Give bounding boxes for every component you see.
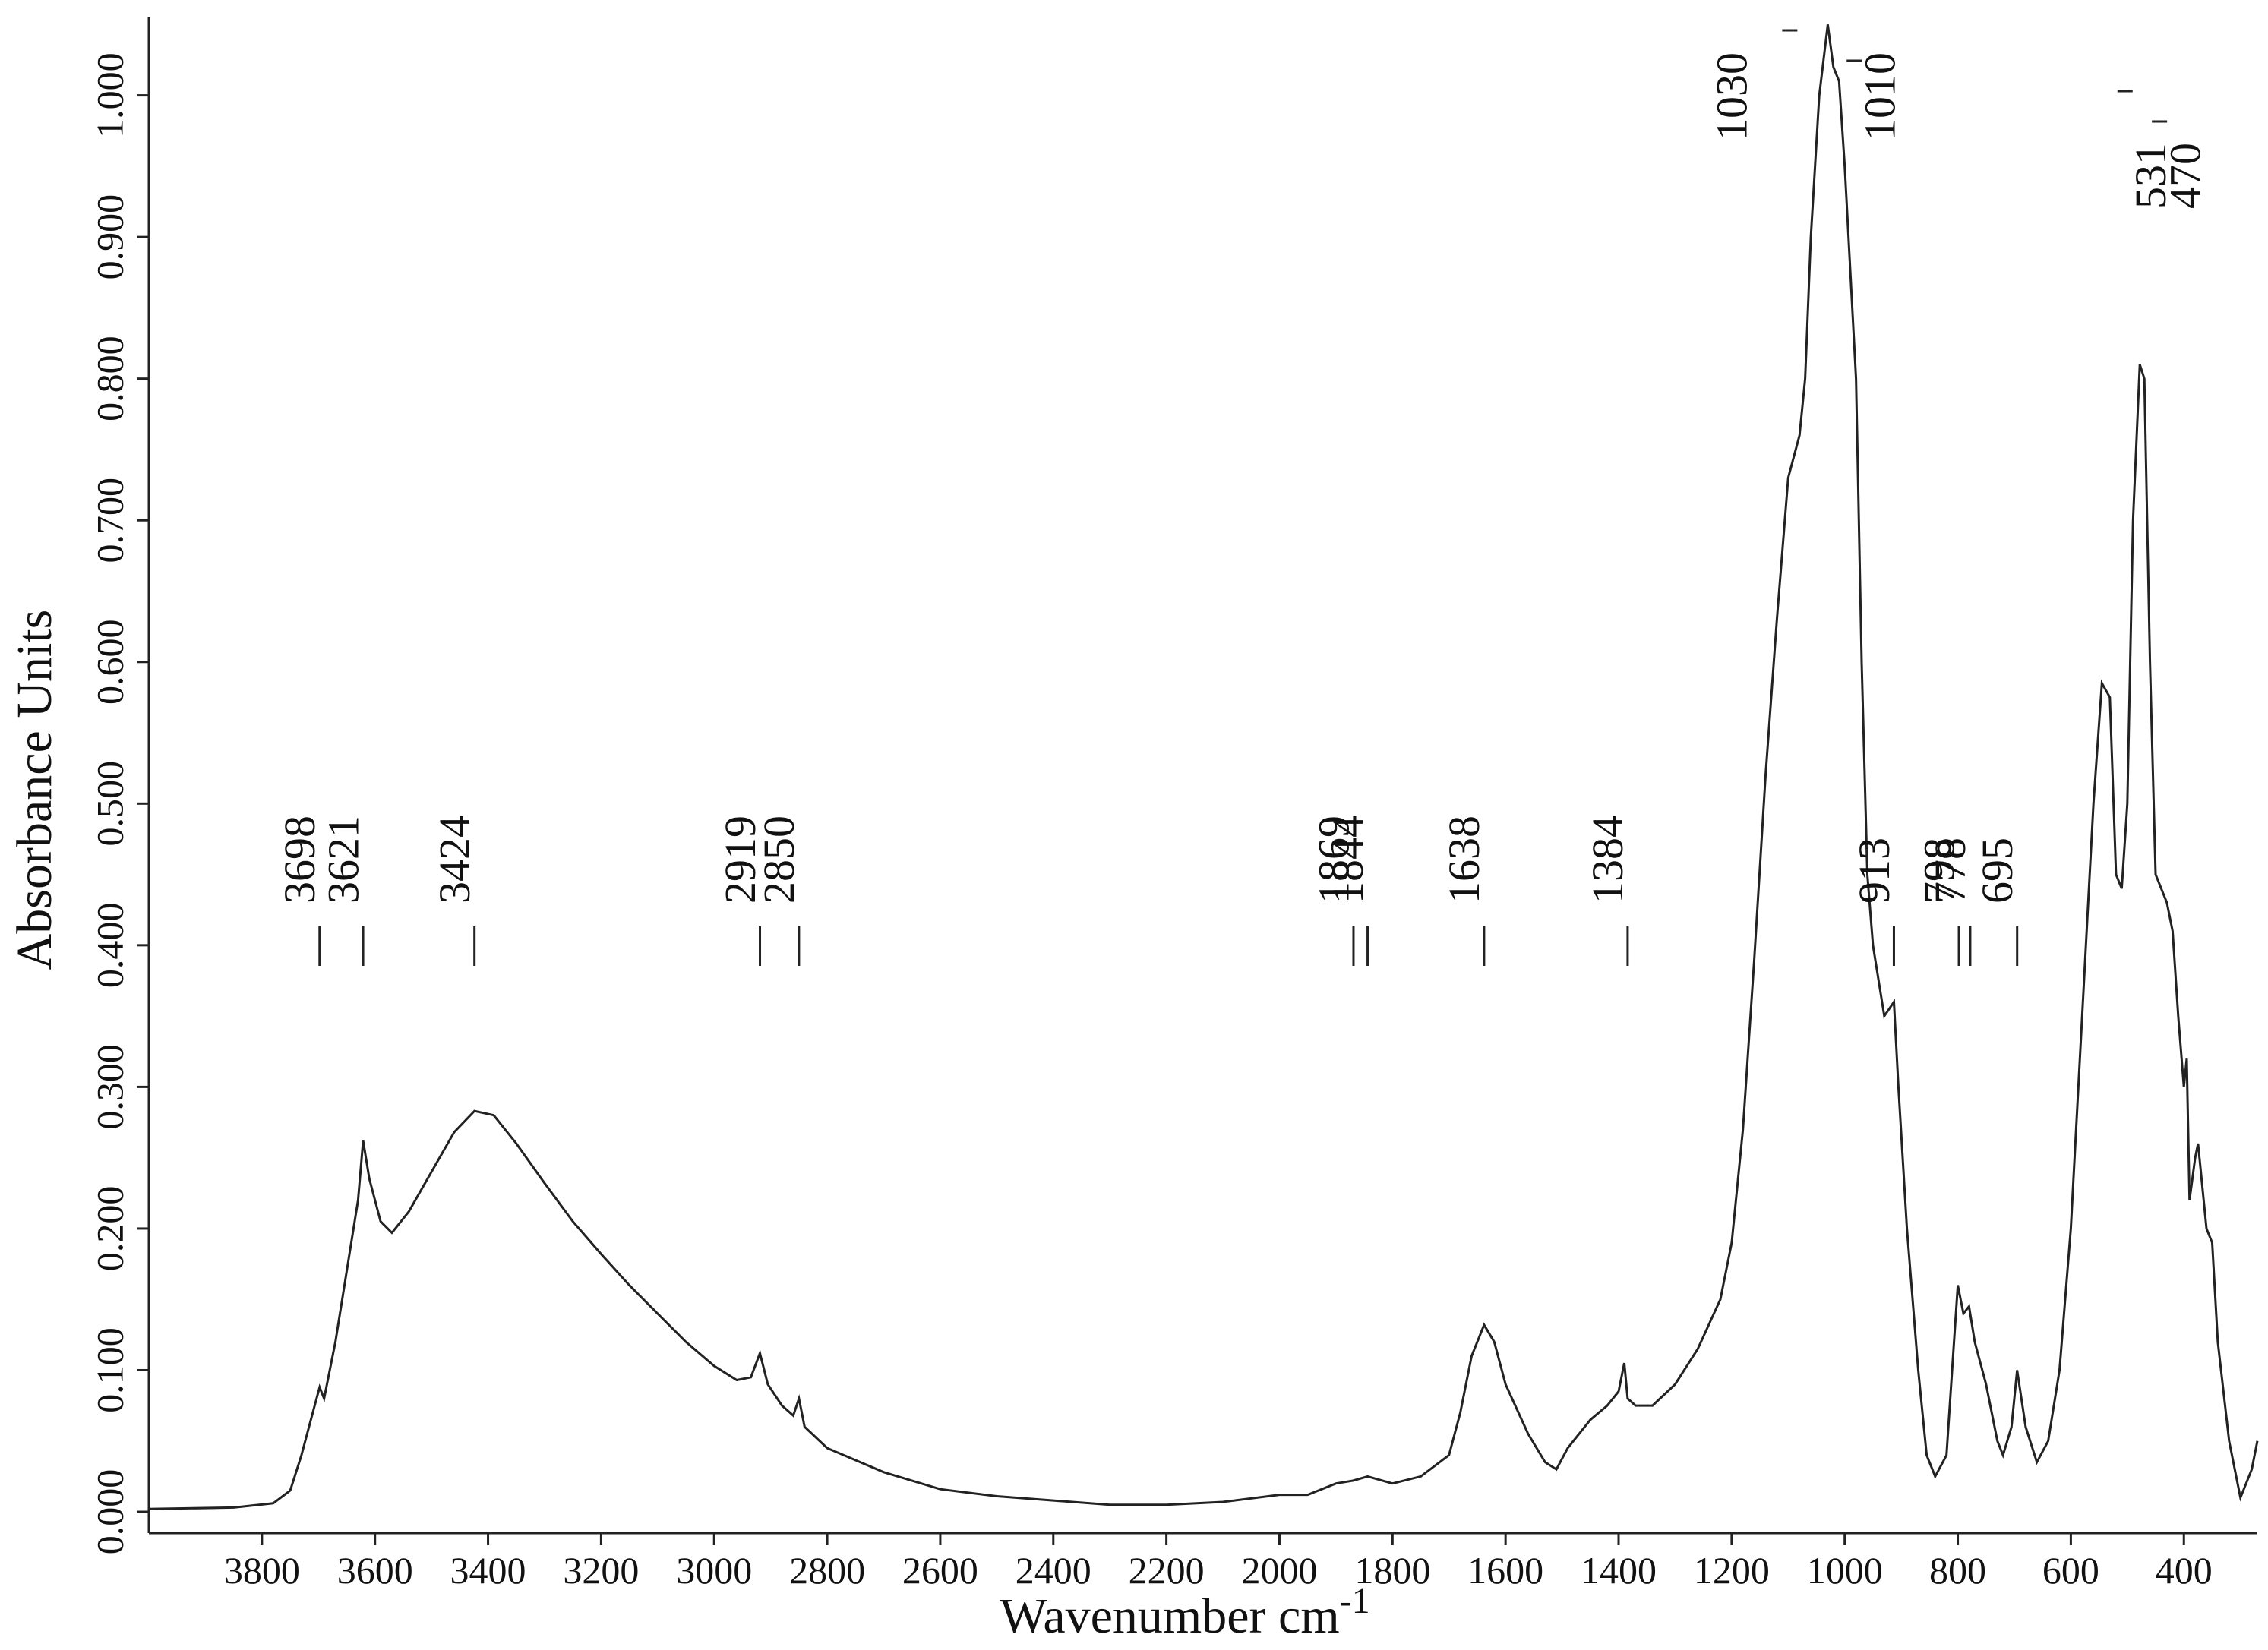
y-axis-title: Absorbance Units: [7, 610, 62, 970]
y-tick-label: 0.700: [88, 478, 131, 563]
y-tick-label: 0.100: [88, 1327, 131, 1413]
x-tick-label: 800: [1929, 1549, 1986, 1592]
peak-label: 1638: [1439, 816, 1489, 904]
y-tick-label: 0.600: [88, 620, 131, 705]
peak-label: 2850: [754, 816, 804, 904]
peak-label: 778: [1925, 838, 1975, 904]
x-tick-label: 1000: [1807, 1549, 1883, 1592]
x-tick-label: 3600: [337, 1549, 413, 1592]
x-tick-label: 3200: [563, 1549, 639, 1592]
peak-label: 1384: [1583, 816, 1632, 904]
peak-label: 3698: [275, 816, 324, 904]
x-tick-label: 1600: [1467, 1549, 1543, 1592]
spectrum-line: [148, 24, 2259, 1510]
peak-label: 1869: [1309, 816, 1358, 904]
x-tick-label: 3000: [676, 1549, 752, 1592]
y-tick-label: 0.900: [88, 194, 131, 280]
x-tick-label: 3400: [450, 1549, 526, 1592]
peak-label: 3424: [430, 816, 479, 904]
x-tick-label: 2000: [1241, 1549, 1317, 1592]
x-tick-label: 2200: [1129, 1549, 1205, 1592]
peak-label: 1844: [1323, 816, 1372, 904]
peak-label: 2919: [715, 816, 765, 904]
x-tick-label: 600: [2042, 1549, 2099, 1592]
peak-label: 913: [1849, 838, 1899, 904]
peak-label: 798: [1914, 838, 1963, 904]
peak-label: 470: [2160, 143, 2210, 209]
y-tick-label: 0.300: [88, 1044, 131, 1130]
x-tick-label: 2800: [789, 1549, 865, 1592]
x-tick-label: 3800: [224, 1549, 300, 1592]
peak-label: 695: [1973, 838, 2022, 904]
x-axis-title-text: Wavenumber cm: [1000, 1588, 1339, 1644]
y-tick-label: 0.500: [88, 761, 131, 847]
peak-label: 3621: [318, 816, 368, 904]
peak-label: 531: [2126, 143, 2175, 209]
x-axis-title-sup: -1: [1340, 1581, 1370, 1621]
x-tick-label: 1400: [1581, 1549, 1657, 1592]
x-tick-label: 1800: [1354, 1549, 1430, 1592]
peak-label: 1030: [1707, 52, 1757, 140]
x-tick-label: 2400: [1016, 1549, 1091, 1592]
x-tick-label: 400: [2156, 1549, 2213, 1592]
peak-label: 1010: [1856, 52, 1905, 140]
y-tick-label: 1.000: [88, 52, 131, 138]
x-tick-label: 2600: [902, 1549, 978, 1592]
y-tick-label: 0.400: [88, 903, 131, 989]
y-tick-label: 0.200: [88, 1186, 131, 1272]
x-axis-title: Wavenumber cm-1: [1000, 1581, 1369, 1644]
x-tick-label: 1200: [1694, 1549, 1770, 1592]
y-tick-label: 0.000: [88, 1469, 131, 1555]
y-tick-label: 0.800: [88, 336, 131, 421]
